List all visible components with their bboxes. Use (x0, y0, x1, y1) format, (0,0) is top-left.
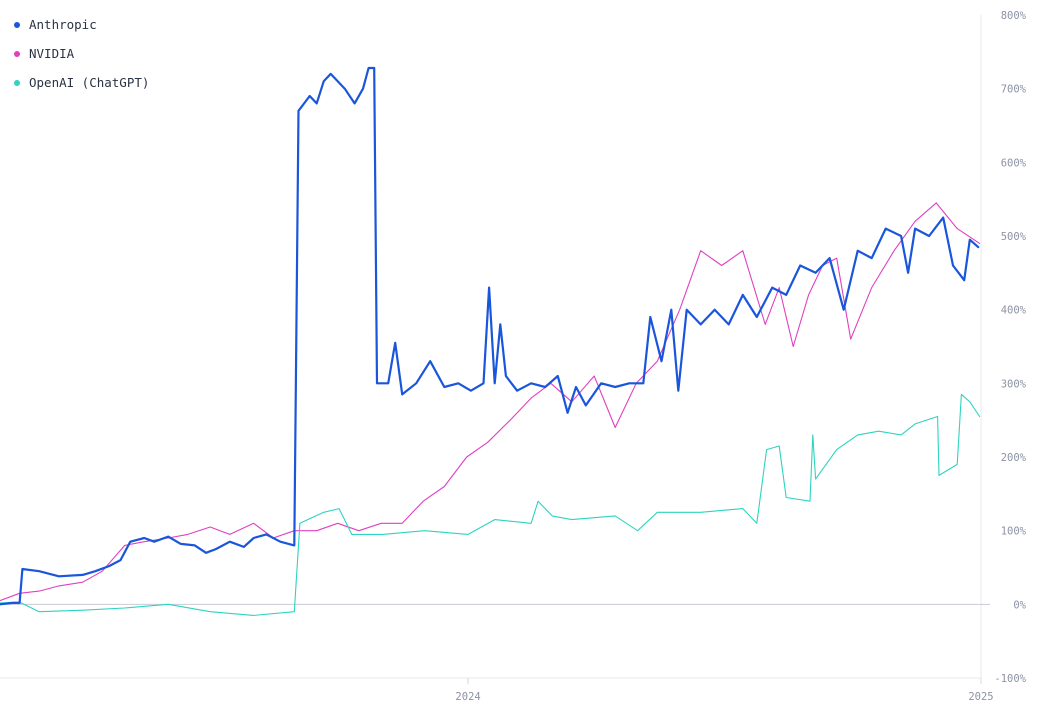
series-line-openai-chatgpt[interactable] (0, 393, 981, 616)
y-tick-label: 400% (1001, 305, 1027, 317)
chart-legend: Anthropic NVIDIA OpenAI (ChatGPT) (14, 10, 149, 97)
y-tick-label: 300% (1001, 378, 1027, 390)
y-tick-label: 100% (1001, 526, 1027, 538)
legend-label-anthropic: Anthropic (29, 17, 97, 32)
y-tick-label: 500% (1001, 231, 1027, 243)
legend-dot-openai (14, 79, 20, 86)
y-tick-label: 0% (1013, 599, 1026, 611)
x-tick-label: 2025 (968, 691, 993, 703)
legend-label-nvidia: NVIDIA (29, 46, 75, 61)
legend-dot-anthropic (14, 21, 20, 28)
y-tick-label: 200% (1001, 452, 1027, 464)
legend-item-anthropic[interactable]: Anthropic (14, 10, 149, 39)
series-line-nvidia[interactable] (0, 202, 981, 602)
x-tick-label: 2024 (455, 691, 480, 703)
legend-dot-nvidia (14, 50, 20, 57)
legend-item-nvidia[interactable]: NVIDIA (14, 39, 149, 68)
legend-item-openai[interactable]: OpenAI (ChatGPT) (14, 68, 149, 97)
y-tick-label: 800% (1001, 10, 1027, 22)
series-line-anthropic[interactable] (0, 66, 980, 606)
y-tick-label: -100% (994, 673, 1026, 685)
y-tick-label: 700% (1001, 84, 1027, 96)
y-tick-label: 600% (1001, 157, 1027, 169)
legend-label-openai: OpenAI (ChatGPT) (29, 75, 150, 90)
